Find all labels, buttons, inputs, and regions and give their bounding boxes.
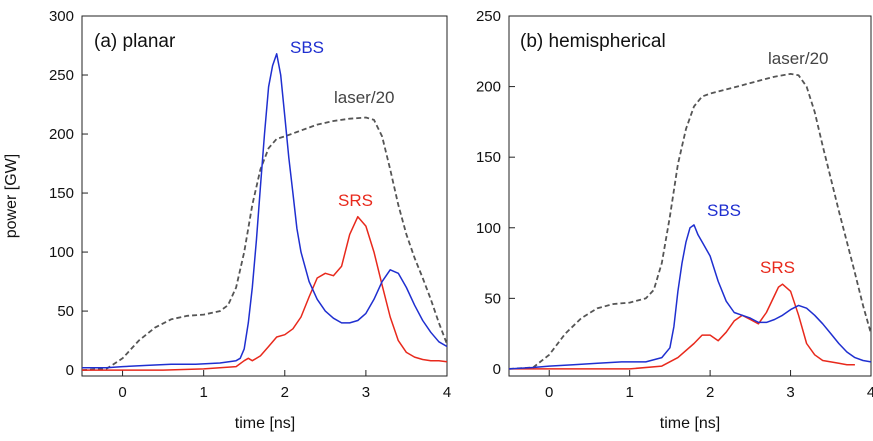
panel-a-x-tick-label: 3 [362,384,370,401]
panel-a-ylabel: power [GW] [3,154,20,238]
panel-a-laser-label: laser/20 [334,88,394,107]
panel-b-y-tick-label: 50 [484,290,501,307]
panel-a-x-tick-label: 0 [118,384,126,401]
panel-b-sbs-label: SBS [707,201,741,220]
panel-a-xlabel: time [ns] [235,415,295,432]
panel-b-y-tick-label: 100 [476,220,501,237]
panel-a-sbs-label: SBS [290,38,324,57]
panel-a-x-tick-label: 4 [443,384,451,401]
panel-b-x-tick-label: 2 [706,384,714,401]
panel-a-x-tick-label: 2 [281,384,289,401]
panel-b-sbs-line [508,224,872,370]
panel-b-srs-label: SRS [760,258,795,277]
panel-b-srs-line [509,283,855,370]
panel-b-title: (b) hemispherical [520,31,666,52]
panel-b-x-tick-label: 4 [867,384,873,401]
panel-b-frame [508,15,872,377]
panel-a-sbs-line [82,53,448,369]
panel-a-srs-label: SRS [338,191,373,210]
panel-b-y-tick-label: 200 [476,79,501,96]
panel-a-y-tick-label: 250 [49,67,74,84]
panel-a-laser-line [81,116,448,371]
panel-b-laser-line [508,73,872,370]
panel-b-y-tick-label: 150 [476,149,501,166]
panel-a-title: (a) planar [94,31,176,52]
panel-a: (a) planar power [GW] time [ns] SBS SRS … [3,8,451,432]
panel-b: (b) hemispherical time [ns] SBS SRS lase… [476,8,873,432]
panel-b-y-tick-label: 0 [493,361,501,378]
panel-a-srs-line [82,215,448,371]
panel-b-laser-label: laser/20 [768,49,828,68]
panel-a-y-tick-label: 50 [57,303,74,320]
panel-a-y-tick-label: 0 [66,362,74,379]
panel-b-x-tick-label: 0 [545,384,553,401]
panel-a-y-tick-label: 100 [49,244,74,261]
panel-a-y-tick-label: 300 [49,8,74,25]
panel-a-y-tick-label: 150 [49,185,74,202]
panel-b-x-tick-label: 1 [625,384,633,401]
panel-b-x-tick-label: 3 [786,384,794,401]
panel-a-frame [81,15,448,377]
panel-b-xlabel: time [ns] [660,415,720,432]
panel-a-x-tick-label: 1 [199,384,207,401]
panel-a-y-tick-label: 200 [49,126,74,143]
panel-b-y-tick-label: 250 [476,8,501,25]
